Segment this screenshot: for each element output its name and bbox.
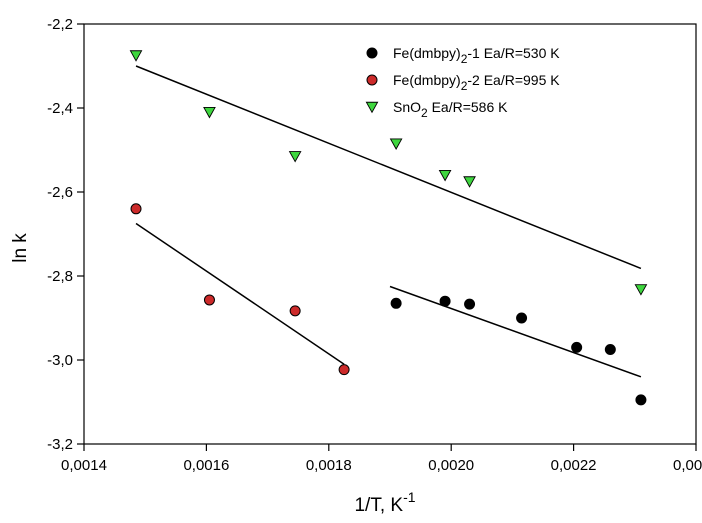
- axes: [83, 23, 697, 445]
- data-points: [129, 50, 648, 406]
- y-tick-label: -2,8: [47, 268, 73, 285]
- y-tick-label: -3,2: [47, 436, 73, 453]
- fit-lines: [135, 65, 642, 378]
- data-point-series-1: [390, 297, 402, 309]
- x-axis-label-superscript: -1: [403, 489, 416, 505]
- data-point-series-2: [289, 305, 301, 317]
- data-point-series-1: [604, 344, 616, 355]
- legend-marker-series-1: [366, 47, 378, 59]
- data-point-series-1: [439, 295, 451, 307]
- legend-label-series-1: Fe(dmbpy)2-1 Ea/R=530 K: [393, 45, 560, 66]
- data-point-series-2: [203, 294, 215, 306]
- legend: Fe(dmbpy)2-1 Ea/R=530 K Fe(dmbpy)2-2 Ea/R…: [365, 45, 560, 120]
- y-tick-label: -2,2: [47, 16, 73, 33]
- y-tick-label: -3,0: [47, 352, 73, 369]
- x-tick-label: 0,0024: [673, 457, 702, 474]
- x-tick-label: 0,0022: [551, 457, 597, 474]
- y-axis-label: ln k: [10, 233, 31, 263]
- x-axis-label-main: 1/T, K: [354, 495, 403, 516]
- ticks: 0,0014 0,0016 0,0018 0,0020 0,0022 0,0024 -2,2…: [47, 16, 702, 474]
- data-point-series-2: [338, 364, 350, 376]
- data-point-series-3: [288, 151, 302, 163]
- data-point-series-3: [634, 284, 648, 296]
- legend-label-series-3: SnO2 Ea/R=586 K: [393, 99, 508, 120]
- data-point-series-2: [130, 203, 142, 215]
- x-tick-label: 0,0020: [428, 457, 474, 474]
- x-tick-label: 0,0018: [306, 457, 352, 474]
- data-point-series-1: [635, 394, 647, 406]
- fit-line-series-1: [389, 285, 642, 378]
- data-point-series-3: [203, 106, 216, 119]
- y-tick-label: -2,4: [47, 100, 73, 117]
- data-point-series-3: [438, 169, 452, 182]
- data-point-series-1: [516, 312, 528, 324]
- x-axis-label: 1/T, K-1: [354, 489, 415, 516]
- x-tick-label: 0,0014: [61, 457, 107, 474]
- data-point-series-3: [129, 50, 143, 62]
- data-point-series-1: [464, 298, 476, 310]
- fit-line-series-3: [135, 65, 642, 270]
- data-point-series-3: [463, 176, 476, 188]
- legend-marker-series-3: [365, 101, 379, 114]
- plot-frame: [83, 23, 697, 445]
- x-tick-label: 0,0016: [183, 457, 229, 474]
- y-tick-label: -2,6: [47, 184, 73, 201]
- legend-label-series-2: Fe(dmbpy)2-2 Ea/R=995 K: [393, 72, 560, 93]
- fit-line-series-2: [135, 222, 345, 365]
- legend-marker-series-2: [366, 74, 378, 86]
- data-point-series-3: [389, 138, 403, 150]
- data-point-series-1: [571, 341, 583, 353]
